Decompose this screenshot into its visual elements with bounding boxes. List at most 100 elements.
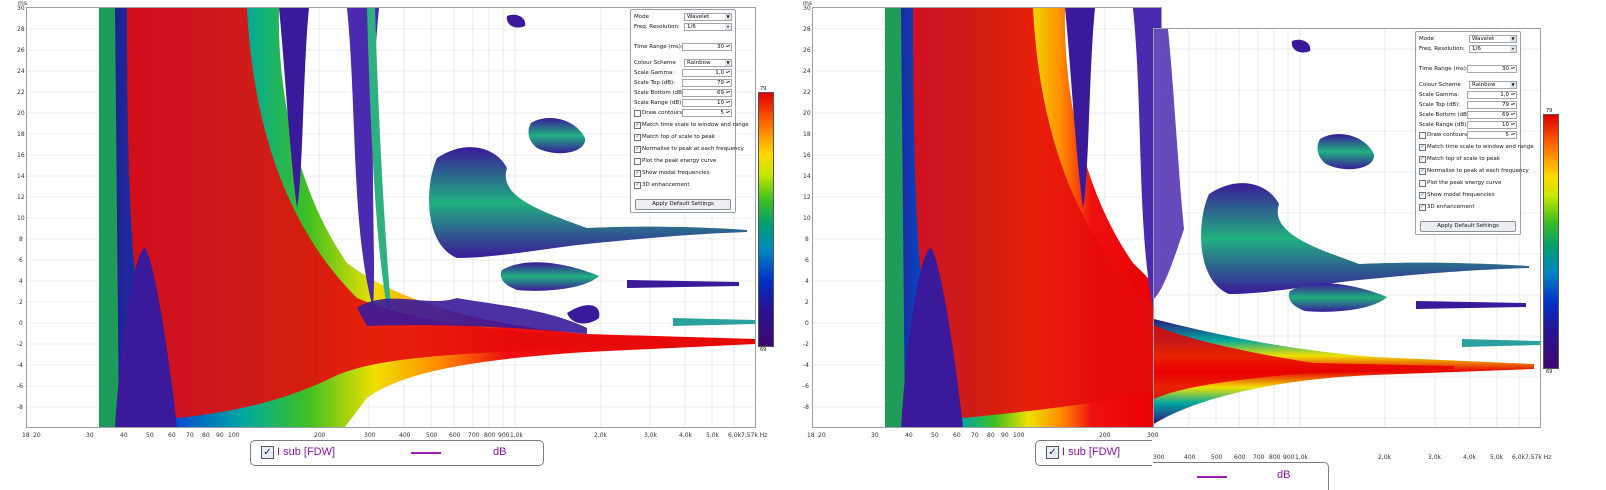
y-tick: -8 xyxy=(17,404,23,411)
spinner-icon[interactable]: ▴▾ xyxy=(1510,101,1515,106)
y-tick: 26 xyxy=(803,47,811,54)
scale-range-field[interactable]: 10 ▴▾ xyxy=(682,99,732,107)
scale-top-field[interactable]: 79 ▴▾ xyxy=(682,79,732,87)
draw-contours-checkbox[interactable] xyxy=(1419,132,1426,139)
scale-range-field[interactable]: 10 ▴▾ xyxy=(1467,121,1517,129)
check-label: Plot the peak energy curve xyxy=(1427,180,1502,186)
x-tick: 50 xyxy=(931,432,939,439)
x-tick: 900 xyxy=(1283,454,1295,461)
y-tick: 26 xyxy=(17,47,25,54)
chevron-down-icon: ▼ xyxy=(725,60,731,66)
checkbox[interactable]: ✓ xyxy=(1419,204,1426,211)
spinner-icon[interactable]: ▴▾ xyxy=(725,89,730,94)
legend-checkbox[interactable]: ✓ xyxy=(1046,446,1059,459)
scale-range-label: Scale Range (dB): xyxy=(1419,122,1469,128)
apply-default-settings-button[interactable]: Apply Default Settings xyxy=(635,199,731,210)
checkbox[interactable]: ✓ xyxy=(1419,156,1426,163)
checkbox[interactable] xyxy=(1419,180,1426,187)
colour-scheme-label: Colour Scheme xyxy=(1419,82,1461,88)
x-tick: 6,0k xyxy=(728,432,742,439)
x-tick: 80 xyxy=(202,432,210,439)
scale-gamma-field[interactable]: 1,0 ▴▾ xyxy=(1467,91,1517,99)
spinner-icon[interactable]: ▴▾ xyxy=(1510,65,1515,70)
x-tick: 4,0k xyxy=(1463,454,1477,461)
x-tick: 800 xyxy=(1269,454,1281,461)
check-row[interactable]: ✓ 3D enhancement xyxy=(634,181,732,190)
check-row[interactable]: ✓ Show modal frequencies xyxy=(634,169,732,178)
checkbox[interactable]: ✓ xyxy=(634,134,641,141)
check-row[interactable]: ✓ Normalise to peak at each frequency xyxy=(1419,167,1529,176)
mode-label: Mode xyxy=(634,14,649,20)
check-label: Plot the peak energy curve xyxy=(642,158,717,164)
spinner-icon[interactable]: ▴▾ xyxy=(725,99,730,104)
draw-contours-field[interactable]: 5 ▴▾ xyxy=(1467,131,1517,139)
mode-select[interactable]: Wavelet ▼ xyxy=(1469,35,1517,43)
check-row[interactable]: ✓ Normalise to peak at each frequency xyxy=(634,145,744,154)
legend-checkbox[interactable]: ✓ xyxy=(261,446,274,459)
check-row[interactable]: ✓ Show modal frequencies xyxy=(1419,191,1517,200)
time-range-value: 30 xyxy=(1502,66,1509,72)
spinner-icon[interactable]: ▴▾ xyxy=(725,69,730,74)
x-tick: 2,0k xyxy=(1378,454,1392,461)
spectrogram-plot-left[interactable]: Mode Wavelet ▼ Freq. Resolution: 1/6 ▾ Tim… xyxy=(26,7,756,428)
spectrogram-plot-overlay[interactable]: Mode Wavelet ▼ Freq. Resolution: 1/6 ▾ Tim… xyxy=(1153,28,1541,428)
check-row[interactable]: Plot the peak energy curve xyxy=(634,157,732,166)
colour-scheme-value: Rainbow xyxy=(687,60,711,66)
scale-top-field[interactable]: 79 ▴▾ xyxy=(1467,101,1517,109)
colorbar-right xyxy=(1543,114,1559,369)
check-row[interactable]: ✓ Match time scale to window and range xyxy=(634,121,749,130)
spinner-icon[interactable]: ▴▾ xyxy=(725,79,730,84)
spectrogram-plot-right[interactable] xyxy=(812,7,1162,428)
x-tick: 900 xyxy=(498,432,510,439)
legend-line-swatch xyxy=(1197,476,1227,478)
draw-contours-checkbox[interactable] xyxy=(634,110,641,117)
spinner-icon[interactable]: ▴▾ xyxy=(1510,131,1515,136)
spinner-icon[interactable]: ▴▾ xyxy=(725,43,730,48)
scale-bottom-field[interactable]: 69 ▴▾ xyxy=(682,89,732,97)
scale-gamma-field[interactable]: 1,0 ▴▾ xyxy=(682,69,732,77)
check-label: Match time scale to window and range xyxy=(642,122,749,128)
legend-unit: dB xyxy=(1277,469,1291,481)
y-tick: 10 xyxy=(17,215,25,222)
checkbox[interactable]: ✓ xyxy=(1419,144,1426,151)
checkbox[interactable]: ✓ xyxy=(634,170,641,177)
legend-series-name: I sub [FDW] xyxy=(1062,446,1121,458)
freq-select[interactable]: 1/6 ▾ xyxy=(1469,45,1517,53)
check-row[interactable]: ✓ 3D enhancement xyxy=(1419,203,1517,212)
check-row[interactable]: Plot the peak energy curve xyxy=(1419,179,1517,188)
x-tick: 100 xyxy=(1013,432,1025,439)
time-range-field[interactable]: 30 ▴▾ xyxy=(682,43,732,51)
spinner-icon[interactable]: ▴▾ xyxy=(1510,121,1515,126)
mode-select[interactable]: Wavelet ▼ xyxy=(684,13,732,21)
checkbox[interactable]: ✓ xyxy=(1419,168,1426,175)
checkbox[interactable]: ✓ xyxy=(634,182,641,189)
scale-bottom-value: 69 xyxy=(1502,112,1509,118)
check-label: Normalise to peak at each frequency xyxy=(642,146,744,152)
scale-range-row: Scale Range (dB): 10 ▴▾ xyxy=(634,99,732,108)
checkbox[interactable]: ✓ xyxy=(1419,192,1426,199)
checkbox[interactable] xyxy=(634,158,641,165)
draw-contours-value: 5 xyxy=(1505,132,1510,138)
checkbox[interactable]: ✓ xyxy=(634,146,641,153)
draw-contours-field[interactable]: 5 ▴▾ xyxy=(682,109,732,117)
check-row[interactable]: ✓ Match top of scale to peak xyxy=(634,133,732,142)
check-row[interactable]: ✓ Match time scale to window and range xyxy=(1419,143,1534,152)
x-tick: 90 xyxy=(216,432,224,439)
spinner-icon: ▾ xyxy=(1510,46,1516,52)
x-tick: 5,0k xyxy=(706,432,720,439)
y-tick: 30 xyxy=(803,5,811,12)
scale-bottom-field[interactable]: 69 ▴▾ xyxy=(1467,111,1517,119)
spinner-icon[interactable]: ▴▾ xyxy=(1510,111,1515,116)
colour-scheme-select[interactable]: Rainbow ▼ xyxy=(1469,81,1517,89)
check-row[interactable]: ✓ Match top of scale to peak xyxy=(1419,155,1517,164)
time-range-row: Time Range (ms): 30 ▴▾ xyxy=(1419,65,1517,74)
time-range-field[interactable]: 30 ▴▾ xyxy=(1467,65,1517,73)
spinner-icon[interactable]: ▴▾ xyxy=(1510,91,1515,96)
apply-default-settings-button[interactable]: Apply Default Settings xyxy=(1420,221,1516,232)
checkbox[interactable]: ✓ xyxy=(634,122,641,129)
freq-select[interactable]: 1/6 ▾ xyxy=(684,23,732,31)
colorbar-top-label: 79 xyxy=(1546,108,1553,114)
spinner-icon[interactable]: ▴▾ xyxy=(725,109,730,114)
x-tick: 200 xyxy=(314,432,326,439)
colour-scheme-select[interactable]: Rainbow ▼ xyxy=(684,59,732,67)
